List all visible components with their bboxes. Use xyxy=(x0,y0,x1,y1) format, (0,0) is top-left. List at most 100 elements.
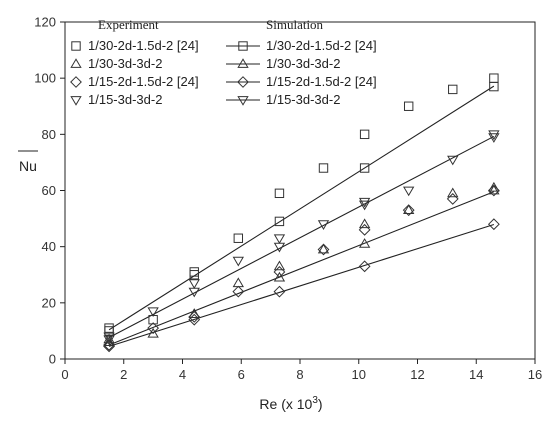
legend-simulation-marker xyxy=(237,58,249,68)
simulation-marker xyxy=(358,238,371,248)
x-tick-label: 16 xyxy=(528,367,542,382)
experiment-marker xyxy=(103,332,115,343)
experiment-marker xyxy=(232,277,244,288)
simulation-marker xyxy=(358,200,371,211)
experiment-marker xyxy=(147,307,159,318)
legend-heading-experiment: Experiment xyxy=(98,17,159,32)
simulation-marker xyxy=(103,340,115,353)
legend-experiment-marker xyxy=(70,96,82,106)
experiment-marker xyxy=(273,234,286,245)
experiment-marker xyxy=(488,181,500,192)
experiment-marker xyxy=(447,187,459,198)
x-tick-label: 10 xyxy=(352,367,366,382)
simulation-fit-line xyxy=(108,191,495,346)
x-axis-ticks: 0 2 4 6 8 10 12 14 16 xyxy=(61,359,542,382)
experiment-marker xyxy=(147,327,159,338)
legend-simulation-marker xyxy=(237,76,249,88)
experiment-marker xyxy=(403,204,415,215)
experiment-marker xyxy=(358,223,371,236)
plot-frame xyxy=(64,21,536,360)
x-tick-label: 12 xyxy=(410,367,424,382)
simulation-marker xyxy=(188,308,200,318)
legend-simulation-label: 1/30-3d-3d-2 xyxy=(266,56,340,71)
y-axis-label-group: Nu xyxy=(18,150,38,174)
experiment-marker xyxy=(103,333,115,344)
simulation-marker xyxy=(273,271,286,282)
legend-simulation-marker xyxy=(237,96,249,106)
simulation-marker xyxy=(489,81,499,92)
legend-simulation-label: 1/30-2d-1.5d-2 [24] xyxy=(266,38,377,53)
experiment-marker xyxy=(273,260,286,271)
plot-axes xyxy=(64,21,536,360)
legend: Experiment Simulation 1/30-2d-1.5d-2 [24… xyxy=(70,17,377,107)
experiment-marker xyxy=(448,84,458,95)
experiment-marker xyxy=(358,218,371,229)
simulation-marker xyxy=(189,270,199,280)
experiment-marker xyxy=(489,73,499,83)
simulation-fit-line xyxy=(108,85,495,331)
experiment-marker xyxy=(273,266,286,278)
simulation-marker xyxy=(488,133,500,143)
experiment-marker xyxy=(487,184,500,197)
legend-simulation-label: 1/15-2d-1.5d-2 [24] xyxy=(266,74,377,89)
simulation-lines xyxy=(108,85,495,347)
simulation-marker xyxy=(188,313,201,326)
legend-experiment-label: 1/15-3d-3d-2 xyxy=(88,92,162,107)
experiment-marker xyxy=(188,279,200,289)
simulation-marker xyxy=(103,336,115,347)
experiment-marker xyxy=(189,267,199,277)
experiment-marker xyxy=(403,186,415,197)
legend-simulation-label: 1/15-3d-3d-2 xyxy=(266,92,340,107)
x-tick-label: 8 xyxy=(296,367,303,382)
experiment-marker xyxy=(488,130,500,141)
y-tick-label: 0 xyxy=(49,352,56,367)
y-tick-label: 100 xyxy=(34,71,56,86)
legend-heading-simulation: Simulation xyxy=(266,17,324,32)
y-tick-label: 40 xyxy=(42,239,56,254)
x-tick-label: 0 xyxy=(61,367,68,382)
experiment-marker xyxy=(274,188,285,199)
legend-simulation-marker xyxy=(238,41,248,51)
legend-experiment-marker xyxy=(70,76,82,88)
experiment-marker xyxy=(188,310,201,323)
experiment-marker xyxy=(402,204,415,217)
simulation-fit-line xyxy=(108,223,495,347)
y-tick-label: 20 xyxy=(42,295,56,310)
legend-experiment-marker xyxy=(70,58,82,68)
experiment-marker xyxy=(147,322,160,335)
experiment-marker xyxy=(318,163,329,173)
y-axis-label: Nu xyxy=(19,158,37,174)
experiment-marker xyxy=(447,155,459,166)
simulation-marker xyxy=(274,216,285,227)
x-axis-label: Re (x 103) xyxy=(259,395,322,412)
simulation-marker xyxy=(487,218,500,231)
y-tick-label: 80 xyxy=(42,127,56,142)
experiment-marker xyxy=(232,285,245,298)
experiment-marker xyxy=(233,233,244,243)
data-markers xyxy=(103,73,500,353)
experiment-marker xyxy=(317,243,330,256)
x-tick-label: 6 xyxy=(238,367,245,382)
simulation-marker xyxy=(273,285,286,298)
legend-experiment-label: 1/30-3d-3d-2 xyxy=(88,56,162,71)
simulation-marker xyxy=(273,242,286,253)
x-tick-label: 14 xyxy=(469,367,483,382)
simulation-marker xyxy=(359,163,370,173)
y-axis-ticks: 0 20 40 60 80 100 120 xyxy=(34,15,65,367)
legend-experiment-label: 1/30-2d-1.5d-2 [24] xyxy=(88,38,199,53)
experiment-marker xyxy=(358,197,371,208)
x-tick-label: 4 xyxy=(179,367,186,382)
simulation-marker xyxy=(188,287,200,298)
experiment-marker xyxy=(317,243,330,254)
experiment-marker xyxy=(446,193,459,205)
legend-experiment-label: 1/15-2d-1.5d-2 [24] xyxy=(88,74,199,89)
simulation-fit-line xyxy=(108,135,495,338)
experiment-marker xyxy=(403,101,414,111)
experiment-marker xyxy=(103,339,115,351)
simulation-marker xyxy=(103,335,115,346)
simulation-marker xyxy=(488,184,500,195)
experiment-marker xyxy=(232,256,244,267)
legend-experiment-marker xyxy=(71,41,81,51)
experiment-marker xyxy=(359,129,370,140)
